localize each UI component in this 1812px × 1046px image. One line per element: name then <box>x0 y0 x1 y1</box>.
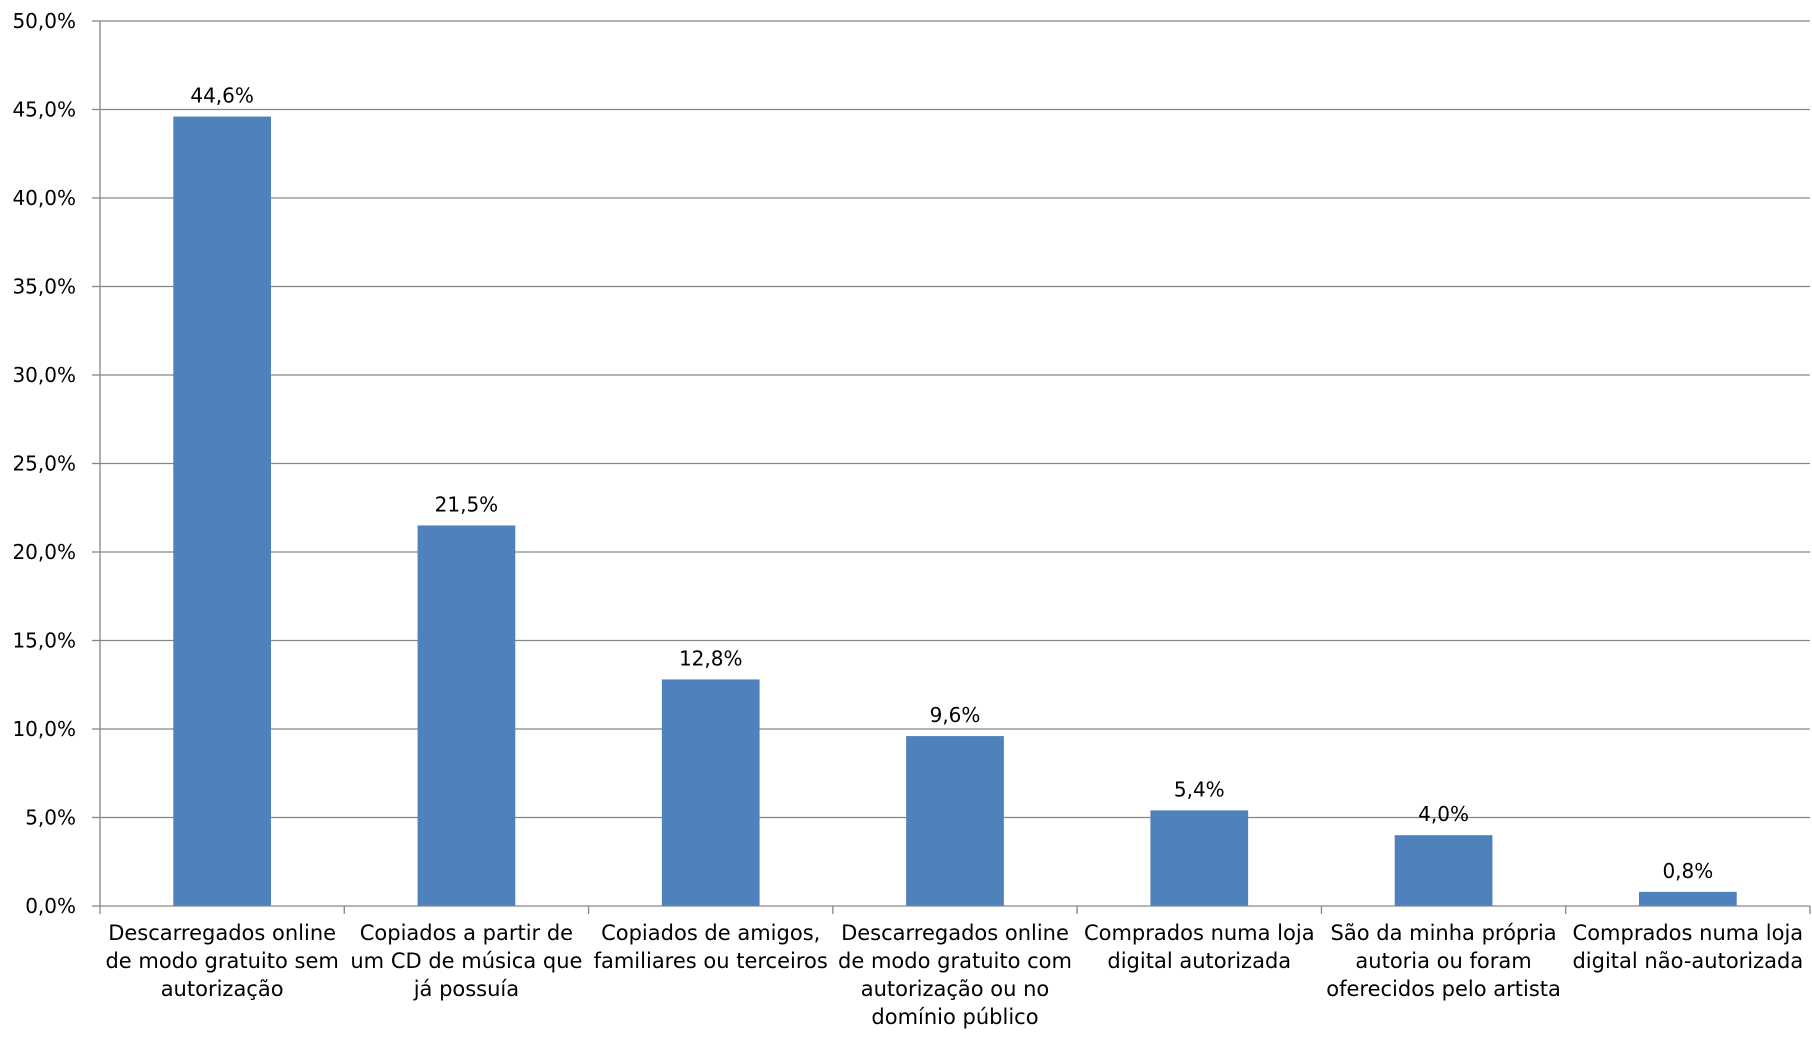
x-tick-label-line: autorização <box>161 977 284 1001</box>
x-tick-label-line: Comprados numa loja <box>1573 921 1804 945</box>
x-tick-label: Copiados a partir de um CD de música que j… <box>350 921 582 1001</box>
y-tick-label: 25,0% <box>12 452 76 476</box>
x-tick-label-line: oferecidos pelo artista <box>1326 977 1561 1001</box>
data-label: 4,0% <box>1418 802 1469 826</box>
gridlines <box>100 20 1810 819</box>
y-tick-label: 50,0% <box>12 9 76 33</box>
y-tick-label: 15,0% <box>12 629 76 653</box>
x-tick-label-line: domínio público <box>871 1005 1038 1029</box>
bar <box>1394 835 1493 906</box>
x-tick-label-line: de modo gratuito com <box>838 949 1072 973</box>
x-tick-label-line: digital não-autorizada <box>1572 949 1803 973</box>
x-tick-label-line: digital autorizada <box>1107 949 1291 973</box>
x-tick-label-line: Copiados de amigos, <box>601 921 820 945</box>
bar <box>1150 810 1249 906</box>
x-tick-label-line: familiares ou terceiros <box>594 949 828 973</box>
bar <box>173 116 271 906</box>
y-tick-label: 35,0% <box>12 275 76 299</box>
x-tick-label: Comprados numa loja digital autorizada <box>1084 921 1315 973</box>
x-tick-label-line: Copiados a partir de <box>360 921 573 945</box>
data-label: 9,6% <box>930 703 981 727</box>
x-tick-label: Copiados de amigos, familiares ou terceir… <box>594 921 828 973</box>
data-labels: 44,6% 21,5% 12,8% 9,6% 5,4% 4,0% 0,8% <box>190 84 1713 883</box>
y-tick-label: 20,0% <box>12 540 76 564</box>
y-axis-ticks: 0,0% 5,0% 10,0% 15,0% 20,0% 25,0% 30,0% 35,0% 40… <box>12 9 100 918</box>
x-tick-label-line: autorização ou no <box>861 977 1050 1001</box>
y-tick-label: 40,0% <box>12 186 76 210</box>
y-tick-label: 10,0% <box>12 717 76 741</box>
axes <box>99 21 1810 907</box>
bar <box>417 525 516 906</box>
y-tick-label: 5,0% <box>25 806 76 830</box>
x-tick-label: Comprados numa loja digital não-autorizad… <box>1572 921 1803 973</box>
x-tick-label-line: São da minha própria <box>1331 921 1557 945</box>
data-label: 5,4% <box>1174 777 1225 801</box>
x-tick-label-line: Descarregados online <box>841 921 1069 945</box>
bars <box>173 116 1737 906</box>
data-label: 44,6% <box>190 84 254 108</box>
y-tick-label: 0,0% <box>25 894 76 918</box>
y-tick-label: 45,0% <box>12 98 76 122</box>
x-tick-label: São da minha própria autoria ou foram ofer… <box>1326 921 1561 1001</box>
x-tick-label-line: Comprados numa loja <box>1084 921 1315 945</box>
x-tick-label-line: já possuía <box>413 977 519 1001</box>
bar <box>1639 891 1737 906</box>
x-tick-label-line: de modo gratuito sem <box>105 949 338 973</box>
x-tick-label-line: autoria ou foram <box>1355 949 1531 973</box>
x-tick-label-line: Descarregados online <box>108 921 336 945</box>
data-label: 21,5% <box>435 492 499 516</box>
x-tick-label-line: um CD de música que <box>350 949 582 973</box>
data-label: 12,8% <box>679 646 743 670</box>
x-tick-label: Descarregados online de modo gratuito sem… <box>105 921 338 1001</box>
bar <box>661 679 760 906</box>
x-tick-label: Descarregados online de modo gratuito com… <box>838 921 1072 1029</box>
x-axis-ticks: Descarregados online de modo gratuito sem… <box>99 906 1811 1029</box>
y-tick-label: 30,0% <box>12 363 76 387</box>
data-label: 0,8% <box>1662 859 1713 883</box>
bar <box>906 736 1004 906</box>
